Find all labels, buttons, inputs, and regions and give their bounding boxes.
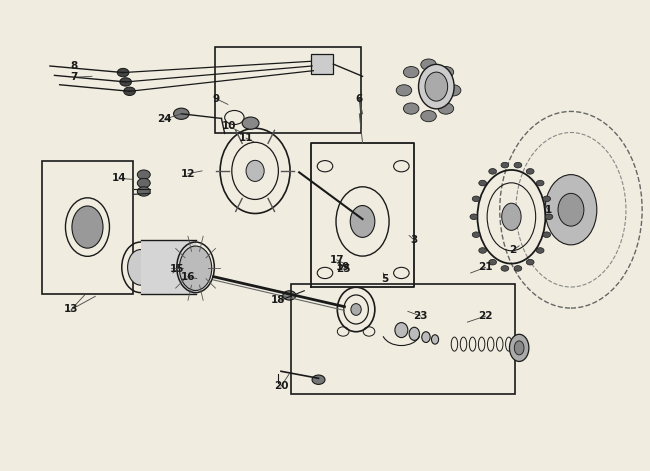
Text: 9: 9 [213,94,220,104]
Circle shape [489,260,497,265]
Circle shape [514,266,522,271]
Circle shape [473,196,480,202]
Ellipse shape [72,206,103,248]
Ellipse shape [510,334,529,361]
Text: 20: 20 [274,381,288,391]
Text: 1: 1 [545,205,552,215]
Text: 16: 16 [181,272,195,282]
Text: 12: 12 [181,169,195,179]
Circle shape [137,170,150,179]
Bar [42,161,133,294]
Ellipse shape [422,332,430,342]
Ellipse shape [545,175,597,245]
Circle shape [438,103,454,114]
Ellipse shape [350,205,375,237]
Circle shape [479,248,487,253]
Text: 15: 15 [170,264,185,274]
Circle shape [501,266,509,271]
Bar [140,240,196,294]
Ellipse shape [558,194,584,226]
Bar [311,54,333,74]
Text: 22: 22 [478,311,493,321]
Circle shape [545,214,552,219]
Circle shape [137,187,150,196]
Circle shape [543,196,551,202]
Text: 19: 19 [336,262,350,272]
Ellipse shape [351,304,361,315]
Ellipse shape [179,246,212,291]
Circle shape [514,162,522,168]
Text: 6: 6 [356,94,363,104]
Circle shape [120,78,131,86]
Text: 8: 8 [70,61,77,71]
Bar [215,47,361,133]
Ellipse shape [246,160,264,181]
Ellipse shape [419,65,454,109]
Ellipse shape [409,327,419,341]
Circle shape [470,214,478,219]
Text: 10: 10 [222,122,237,131]
Text: 18: 18 [271,295,285,305]
Circle shape [473,232,480,237]
Circle shape [421,111,436,122]
Ellipse shape [502,203,521,230]
Circle shape [543,232,551,237]
Circle shape [283,291,296,300]
Circle shape [242,117,259,129]
Circle shape [526,260,534,265]
Circle shape [501,162,509,168]
Circle shape [536,180,544,186]
Circle shape [404,103,419,114]
Circle shape [526,169,534,174]
Text: 7: 7 [70,72,77,82]
Circle shape [312,375,325,384]
Ellipse shape [514,341,524,355]
Circle shape [137,179,150,188]
Circle shape [124,87,135,96]
Ellipse shape [432,335,439,344]
Ellipse shape [127,250,153,285]
Circle shape [396,85,411,96]
Text: 11: 11 [239,133,254,143]
Circle shape [404,66,419,78]
Text: 25: 25 [336,264,350,274]
Circle shape [421,59,436,70]
Ellipse shape [425,72,448,101]
Circle shape [438,66,454,78]
Circle shape [479,180,487,186]
Bar [291,284,515,394]
Text: 23: 23 [413,311,428,321]
Circle shape [536,248,544,253]
Circle shape [445,85,461,96]
Text: 17: 17 [330,255,344,265]
Text: 3: 3 [411,235,418,245]
Circle shape [174,108,189,119]
Ellipse shape [395,323,408,338]
Text: 13: 13 [64,304,79,315]
Text: 2: 2 [509,245,516,255]
Text: 24: 24 [157,114,172,124]
Circle shape [489,169,497,174]
Circle shape [117,68,129,77]
Text: 5: 5 [382,274,389,284]
Text: 21: 21 [478,262,493,272]
Text: 14: 14 [112,173,127,183]
